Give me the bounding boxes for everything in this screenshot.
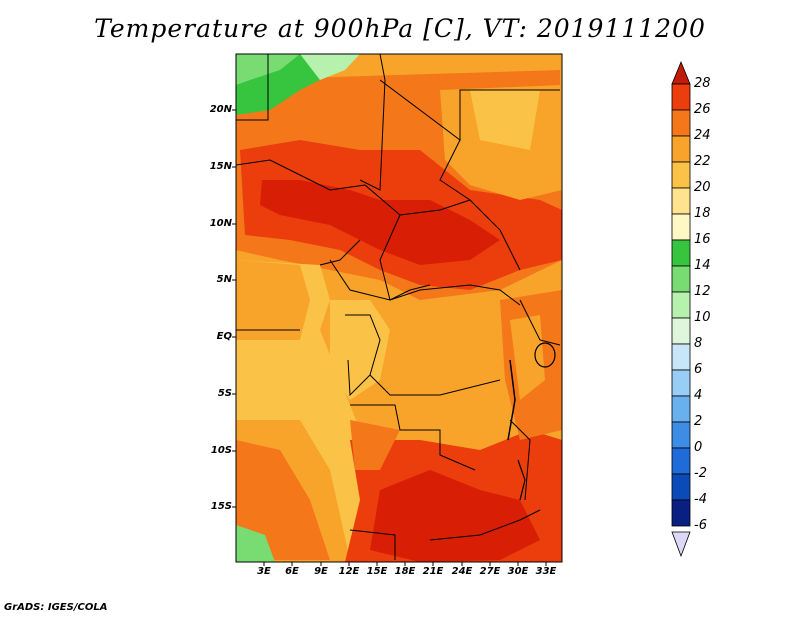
map-frame xyxy=(235,53,563,563)
footer-credit: GrADS: IGES/COLA xyxy=(4,602,108,613)
lat-label-eq: EQ xyxy=(216,331,232,342)
central-west-20c xyxy=(330,300,390,400)
temperature-map xyxy=(232,53,563,566)
colorbar-label: 26 xyxy=(694,102,711,117)
colorbar-boxes xyxy=(671,83,691,527)
lake-victoria xyxy=(534,342,556,368)
lat-label-5n: 5N xyxy=(216,274,232,285)
southern-hot-28c xyxy=(370,470,540,562)
colorbar-box xyxy=(671,83,691,111)
northwest-10c xyxy=(300,54,360,80)
colorbar-box xyxy=(671,291,691,319)
colorbar-label: 6 xyxy=(694,362,703,377)
colorbar-top-arrow xyxy=(671,60,691,85)
colorbar-box xyxy=(671,265,691,293)
lon-label-15e: 15E xyxy=(366,566,388,577)
southwest-24c xyxy=(236,440,330,560)
lon-label-12e: 12E xyxy=(338,566,360,577)
colorbar-box xyxy=(671,473,691,501)
lat-label-15n: 15N xyxy=(209,161,232,172)
colorbar-box xyxy=(671,213,691,241)
colorbar-label: 18 xyxy=(694,206,711,221)
lon-label-6e: 6E xyxy=(285,566,299,577)
colorbar-label: 4 xyxy=(694,388,703,403)
colorbar-label: 16 xyxy=(694,232,711,247)
colorbar-box xyxy=(671,343,691,371)
lon-label-21e: 21E xyxy=(422,566,444,577)
colorbar-box xyxy=(671,109,691,137)
southwest-green xyxy=(236,525,275,562)
colorbar-label: 22 xyxy=(694,154,711,169)
colorbar-label: -2 xyxy=(694,466,707,481)
colorbar-label: 14 xyxy=(694,258,711,273)
colorbar-bottom-arrow xyxy=(671,531,691,558)
colorbar-label: 12 xyxy=(694,284,711,299)
northeast-20c xyxy=(470,90,540,150)
colorbar-label: 10 xyxy=(694,310,711,325)
lat-label-10n: 10N xyxy=(209,218,232,229)
colorbar-box xyxy=(671,447,691,475)
lat-label-5s: 5S xyxy=(217,388,232,399)
colorbar-box xyxy=(671,161,691,189)
congo-basin-22c xyxy=(390,300,520,440)
lon-label-33e: 33E xyxy=(535,566,557,577)
colorbar-box xyxy=(671,499,691,527)
colorbar-box xyxy=(671,421,691,449)
colorbar-label: 2 xyxy=(694,414,703,429)
gulf-22c xyxy=(236,260,310,340)
axis-ticks xyxy=(232,109,547,566)
colorbar-box xyxy=(671,369,691,397)
colorbar-label: 0 xyxy=(694,440,703,455)
colorbar-box xyxy=(671,187,691,215)
colorbar-label: -6 xyxy=(694,518,707,533)
hottest-core-sahel xyxy=(260,180,500,265)
lon-label-3e: 3E xyxy=(257,566,271,577)
colorbar-box xyxy=(671,395,691,423)
lat-label-20n: 20N xyxy=(209,104,232,115)
east-highlands-22c xyxy=(510,315,545,400)
colorbar-label: 24 xyxy=(694,128,711,143)
colorbar-label: -4 xyxy=(694,492,707,507)
angola-24c xyxy=(350,420,400,470)
colorbar-box xyxy=(671,317,691,345)
lon-label-18e: 18E xyxy=(394,566,416,577)
colorbar xyxy=(671,60,691,558)
colorbar-label: 8 xyxy=(694,336,703,351)
colorbar-label: 20 xyxy=(694,180,711,195)
lake-tanganyika xyxy=(507,359,516,441)
colorbar-box xyxy=(671,239,691,267)
lon-label-9e: 9E xyxy=(314,566,328,577)
chart-title: Temperature at 900hPa [C], VT: 201911120… xyxy=(94,14,706,43)
colorbar-label: 28 xyxy=(694,76,711,91)
country-borders xyxy=(236,54,561,560)
colorbar-box xyxy=(671,135,691,163)
lon-label-27e: 27E xyxy=(479,566,501,577)
lon-label-30e: 30E xyxy=(507,566,529,577)
lat-label-15s: 15S xyxy=(210,501,232,512)
lon-label-24e: 24E xyxy=(451,566,473,577)
lake-malawi xyxy=(517,459,526,501)
lat-label-10s: 10S xyxy=(210,445,232,456)
